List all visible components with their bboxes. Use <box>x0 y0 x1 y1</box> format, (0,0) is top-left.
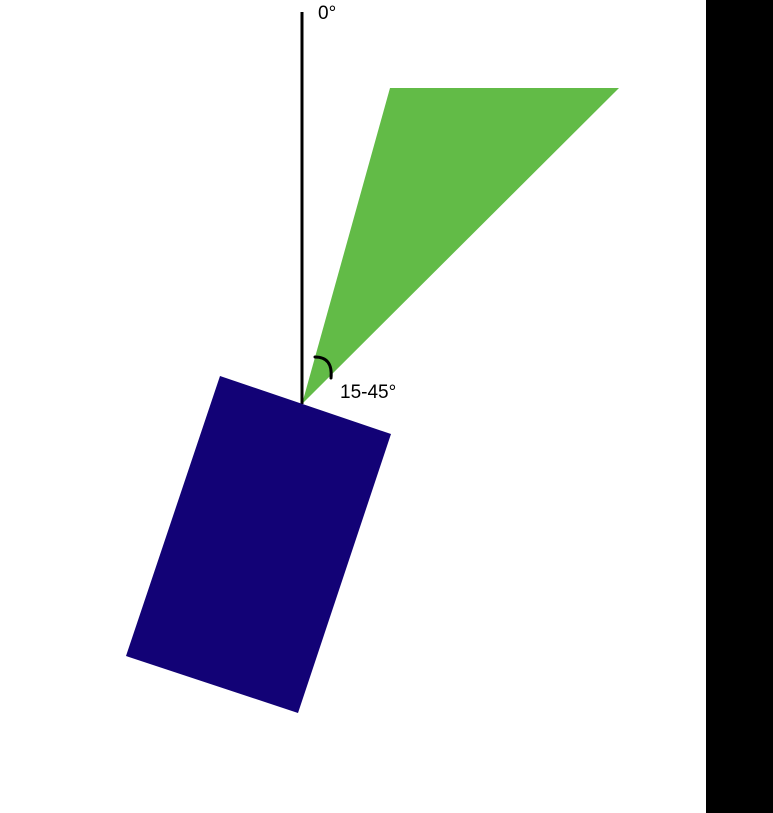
rotated-block <box>126 376 391 713</box>
right-black-panel <box>706 0 773 813</box>
angle-arc <box>313 355 333 380</box>
angle-sector <box>302 88 619 404</box>
angle-range-label: 15-45° <box>340 382 396 403</box>
reference-angle-label: 0° <box>318 3 336 24</box>
